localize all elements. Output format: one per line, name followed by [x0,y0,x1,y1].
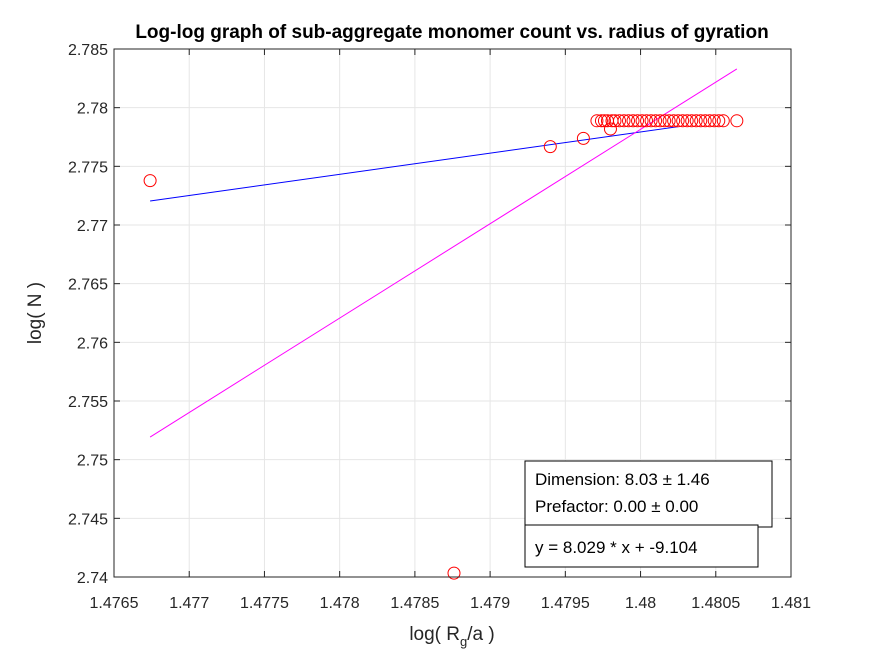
equation-box: y = 8.029 * x + -9.104 [524,524,759,568]
x-tick-label: 1.478 [320,595,360,612]
data-point [671,114,685,128]
data-point [658,114,672,128]
y-axis-label: log( N ) [25,282,46,344]
data-point [622,114,636,128]
x-axis-label-rest: /a ) [467,624,494,645]
y-axis-ticks: 2.74 2.745 2.75 2.755 2.76 2.765 2.77 2.775 2.78… [68,42,791,587]
y-tick-label: 2.76 [77,335,108,352]
data-point [649,114,663,128]
y-tick-label: 2.775 [68,159,108,176]
data-point [640,114,654,128]
fit-line-blue [150,126,679,202]
data-point [631,114,645,128]
data-point [698,114,712,128]
data-point [143,174,157,188]
dimension-text: Dimension: 8.03 ± 1.46 [535,470,710,489]
data-point [712,114,726,128]
chart-title: Log-log graph of sub-aggregate monomer c… [135,22,768,43]
equation-text: y = 8.029 * x + -9.104 [535,538,698,557]
data-points [143,114,744,580]
data-point [594,114,608,128]
data-point [644,114,658,128]
x-tick-label: 1.477 [169,595,209,612]
y-tick-label: 2.785 [68,42,108,59]
data-point [653,114,667,128]
y-tick-label: 2.745 [68,511,108,528]
x-tick-label: 1.4795 [541,595,590,612]
data-point [689,114,703,128]
data-point [603,122,617,136]
data-point [685,114,699,128]
fit-lines [149,68,738,438]
data-point [676,114,690,128]
y-tick-label: 2.77 [77,218,108,235]
x-axis-label-subscript: g [460,634,467,649]
stats-box: Dimension: 8.03 ± 1.46 Prefactor: 0.00 ±… [524,460,773,528]
data-point [730,114,744,128]
x-axis-ticks: 1.4765 1.477 1.4775 1.478 1.4785 1.479 1.4795 1… [90,49,811,612]
data-point [707,114,721,128]
x-tick-label: 1.4765 [90,595,139,612]
data-point [662,114,676,128]
x-tick-label: 1.4785 [390,595,439,612]
x-tick-label: 1.48 [625,595,656,612]
data-point [543,140,557,154]
data-point [703,114,717,128]
y-tick-label: 2.74 [77,570,108,587]
data-point [680,114,694,128]
x-tick-label: 1.481 [771,595,811,612]
data-point [447,566,461,580]
x-tick-label: 1.4805 [691,595,740,612]
x-axis-label-base: log( R [409,624,460,645]
x-axis-label: log( Rg/a ) [409,624,494,649]
fit-line-magenta [149,68,738,438]
data-point [617,114,631,128]
data-point [694,114,708,128]
data-point [576,131,590,145]
prefactor-text: Prefactor: 0.00 ± 0.00 [535,497,698,516]
data-point [667,114,681,128]
data-point [590,114,604,128]
data-point [608,114,622,128]
y-tick-label: 2.755 [68,394,108,411]
equation-box-frame [524,524,759,568]
axes-box [113,48,792,578]
data-point [635,114,649,128]
y-tick-label: 2.765 [68,277,108,294]
data-point [716,114,730,128]
y-tick-label: 2.75 [77,453,108,470]
y-tick-label: 2.78 [77,101,108,118]
x-tick-label: 1.479 [470,595,510,612]
x-tick-label: 1.4775 [240,595,289,612]
data-point [626,114,640,128]
data-point [612,114,626,128]
